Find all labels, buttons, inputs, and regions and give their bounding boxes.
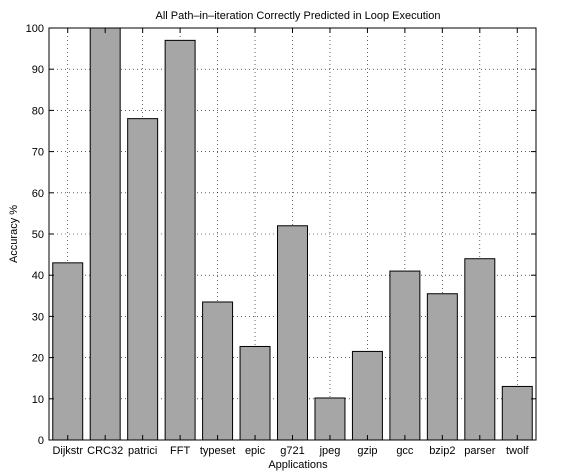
y-tick-label: 10 — [32, 394, 44, 406]
bar-patrici — [127, 118, 159, 441]
y-tick-label: 100 — [26, 23, 44, 35]
x-tick-label: g721 — [280, 445, 304, 457]
bar-typeset — [202, 301, 234, 441]
bar-fft — [164, 39, 196, 441]
bar-crc32 — [89, 27, 121, 441]
bar-gcc — [389, 270, 421, 441]
x-tick-label: gcc — [396, 445, 414, 457]
y-tick-label: 70 — [32, 147, 44, 159]
x-tick-label: twolf — [506, 445, 530, 457]
y-tick-label: 30 — [32, 311, 44, 323]
y-tick-label: 20 — [32, 353, 44, 365]
bar-gzip — [351, 350, 383, 441]
bar-epic — [239, 345, 271, 441]
x-tick-label: gzip — [357, 445, 377, 457]
bar-twolf — [501, 385, 533, 441]
x-axis-label: Applications — [268, 459, 328, 471]
bar-jpeg — [314, 397, 346, 441]
x-tick-label: epic — [245, 445, 266, 457]
y-tick-label: 90 — [32, 64, 44, 76]
y-tick-label: 80 — [32, 105, 44, 117]
x-tick-label: patrici — [128, 445, 157, 457]
chart-title: All Path–in–iteration Correctly Predicte… — [156, 10, 441, 22]
x-tick-label: jpeg — [319, 445, 341, 457]
bar-dijkstr — [52, 262, 84, 441]
x-tick-label: bzip2 — [429, 445, 455, 457]
y-tick-label: 0 — [38, 435, 44, 447]
x-tick-label: typeset — [200, 445, 235, 457]
x-tick-label: FFT — [170, 445, 190, 457]
x-tick-label: parser — [464, 445, 496, 457]
bars — [52, 27, 533, 441]
y-axis-label: Accuracy % — [8, 205, 20, 263]
y-axis: 0 10 20 30 40 50 60 70 80 90 100 — [26, 23, 536, 447]
x-axis: Dijkstr CRC32 patrici FFT typeset epic g721 jpe… — [52, 28, 530, 457]
bar-g721 — [277, 225, 308, 441]
x-tick-label: Dijkstr — [52, 445, 83, 457]
y-tick-label: 40 — [32, 270, 44, 282]
bar-bzip2 — [426, 293, 458, 441]
y-tick-label: 60 — [32, 188, 44, 200]
y-tick-label: 50 — [32, 229, 44, 241]
x-tick-label: CRC32 — [87, 445, 123, 457]
bar-parser — [464, 258, 496, 441]
